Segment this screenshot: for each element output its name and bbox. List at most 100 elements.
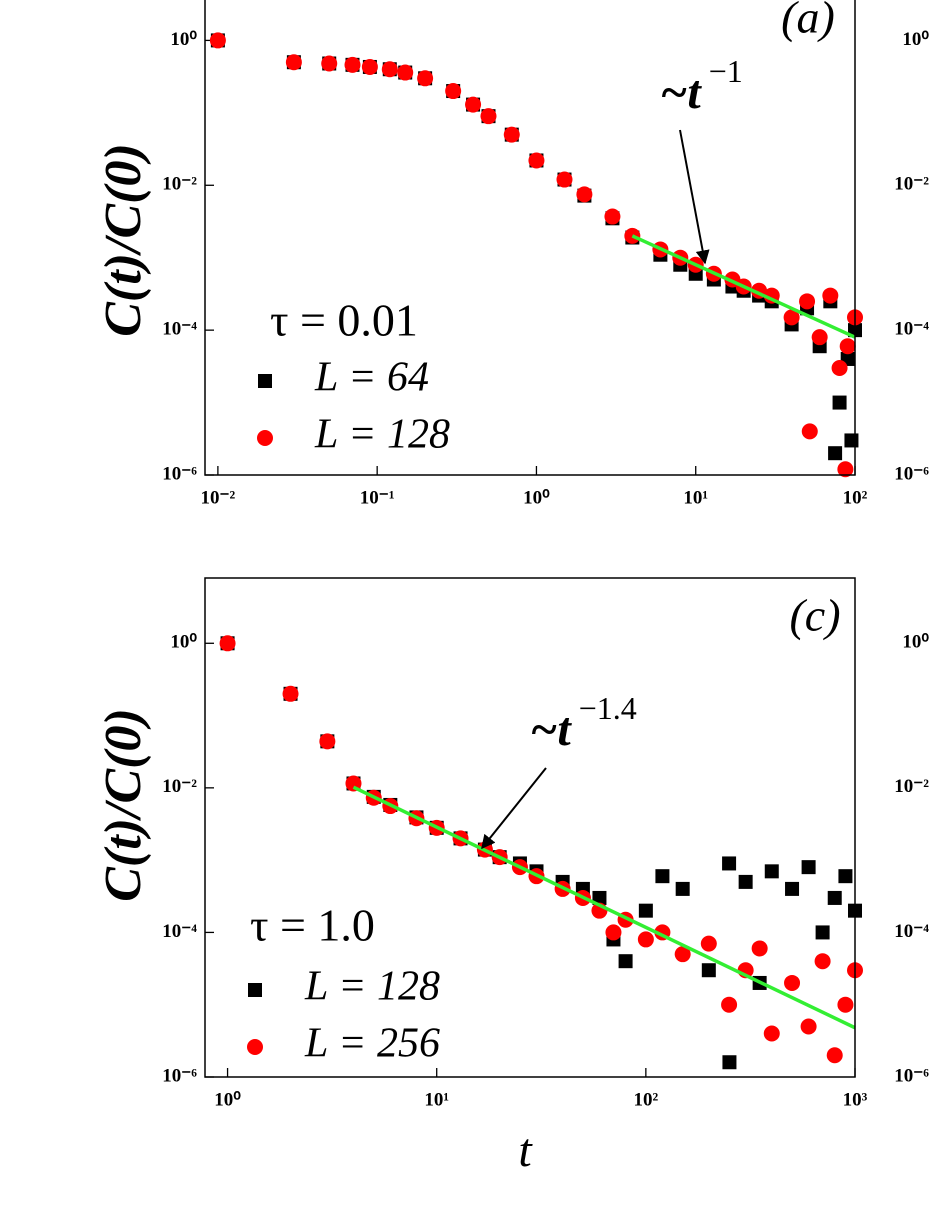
x-tick-label: 10⁰: [523, 487, 550, 508]
data-point: [592, 890, 607, 905]
data-point: [209, 32, 226, 49]
data-point: [822, 287, 839, 304]
data-point: [722, 1055, 737, 1070]
y-tick-label: 10⁰: [902, 29, 929, 50]
annotation-arrow: [481, 767, 547, 850]
data-point: [675, 881, 690, 896]
data-point: [282, 685, 299, 702]
data-point: [801, 860, 816, 875]
y-tick-label: 10⁻⁶: [894, 463, 929, 484]
legend-label: L = 128: [304, 964, 440, 1010]
panel: 10⁻⁶ 10⁻⁴ 10⁻² 10⁰ 10⁰ 10¹ 10² 10³ (c) ~t −1.4 τ = …: [95, 577, 868, 1177]
data-point: [814, 953, 831, 970]
y-tick-label: 10⁻⁴: [162, 318, 197, 339]
data-point: [783, 309, 800, 326]
y-tick-label: 10⁻⁴: [162, 921, 197, 942]
y-tick-label: 10⁻²: [162, 776, 197, 797]
y-tick-label: 10⁻²: [894, 776, 929, 797]
data-point: [576, 186, 593, 203]
y-tick-label: 10⁰: [170, 29, 197, 50]
x-tick-label: 10¹: [683, 487, 708, 508]
panel: 10⁻⁶ 10⁻⁴ 10⁻² 10⁰: [894, 632, 929, 1087]
data-point: [556, 171, 573, 188]
legend-marker: [258, 374, 272, 388]
legend-title: τ = 1.0: [250, 900, 375, 951]
x-tick-label: 10²: [634, 1089, 659, 1110]
legend-label: L = 64: [314, 355, 429, 401]
x-tick-label: 10⁻²: [201, 487, 236, 508]
annotation: ~t −1: [660, 53, 743, 119]
legend-marker: [248, 983, 262, 997]
data-point: [674, 946, 691, 963]
y-tick-label: 10⁻⁴: [894, 921, 929, 942]
y-axis-label: C(t)/C(0): [95, 143, 152, 337]
data-point: [397, 64, 414, 81]
data-point: [722, 856, 737, 871]
y-tick-label: 10⁰: [170, 632, 197, 653]
y-tick-label: 10⁻²: [162, 174, 197, 195]
x-tick-label: 10³: [843, 1089, 868, 1110]
data-point: [785, 881, 800, 896]
annotation-base: ~t: [530, 703, 572, 756]
data-point: [528, 152, 545, 169]
data-point: [344, 56, 361, 73]
y-tick-label: 10⁻²: [894, 174, 929, 195]
data-point: [721, 996, 738, 1013]
data-point: [800, 1018, 817, 1035]
annotation-exponent: −1.4: [579, 690, 637, 726]
data-point: [763, 1025, 780, 1042]
data-point: [605, 924, 622, 941]
data-point: [361, 58, 378, 75]
x-tick-label: 10⁰: [214, 1089, 241, 1110]
data-point: [618, 954, 633, 969]
data-point: [638, 903, 653, 918]
data-point: [219, 635, 236, 652]
panel-label: (a): [781, 0, 835, 43]
data-point: [321, 55, 338, 72]
y-tick-label: 10⁻⁶: [894, 1065, 929, 1086]
data-point: [784, 974, 801, 991]
panel: 10⁻⁶ 10⁻⁴ 10⁻² 10⁰ 10⁻² 10⁻¹ 10⁰ 10¹ 10² (a) ~t −1 τ…: [95, 0, 868, 508]
data-point: [828, 446, 843, 461]
data-point: [832, 395, 847, 410]
data-point: [480, 108, 497, 125]
data-point: [445, 83, 462, 100]
x-tick-label: 10⁻¹: [360, 487, 395, 508]
data-point: [838, 869, 853, 884]
data-point: [837, 996, 854, 1013]
data-point: [319, 733, 336, 750]
data-point: [837, 461, 854, 478]
data-point: [604, 208, 621, 225]
y-tick-label: 10⁻⁶: [162, 1065, 197, 1086]
fit-line: [631, 234, 856, 339]
data-point: [738, 874, 753, 889]
data-point: [417, 70, 434, 87]
data-point: [811, 329, 828, 346]
data-point: [826, 1047, 843, 1064]
data-point: [465, 96, 482, 113]
data-point: [831, 360, 848, 377]
data-point: [844, 433, 859, 448]
legend-marker: [257, 430, 273, 446]
data-point: [815, 925, 830, 940]
legend-marker: [247, 1039, 263, 1055]
legend-label: L = 128: [314, 412, 450, 458]
fit-line: [352, 785, 856, 1030]
y-tick-label: 10⁻⁶: [162, 463, 197, 484]
legend-label: L = 256: [304, 1021, 440, 1067]
data-point: [751, 940, 768, 957]
y-axis-label: C(t)/C(0): [95, 708, 152, 902]
data-point: [381, 61, 398, 78]
data-point: [827, 890, 842, 905]
data-point: [701, 963, 716, 978]
x-tick-label: 10²: [843, 487, 868, 508]
data-point: [655, 869, 670, 884]
data-point: [503, 126, 520, 143]
annotation-exponent: −1: [709, 53, 743, 89]
annotation-base: ~t: [660, 66, 702, 119]
annotation: ~t −1.4: [530, 690, 637, 756]
data-point: [839, 338, 856, 355]
data-point: [764, 864, 779, 879]
